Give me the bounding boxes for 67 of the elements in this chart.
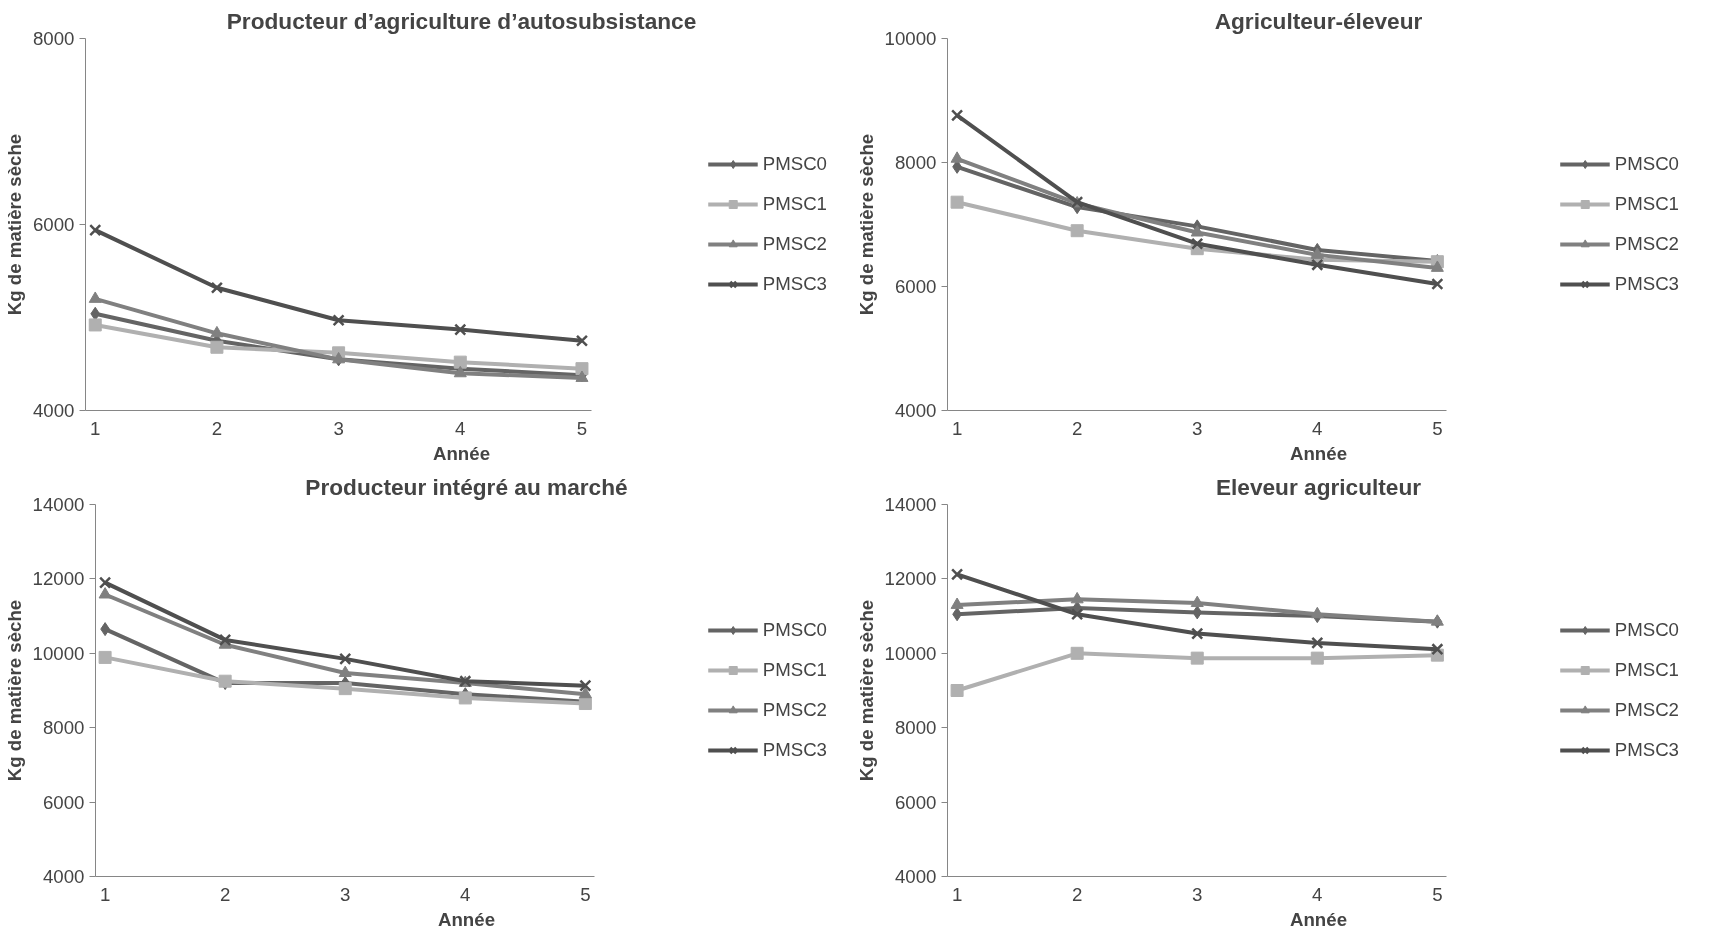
x-tick-label: 4	[455, 417, 466, 439]
legend-label: PMSC0	[762, 153, 827, 175]
legend-label: PMSC0	[1614, 619, 1679, 641]
y-tick-label: 8000	[43, 717, 85, 739]
legend-label: PMSC3	[1614, 273, 1679, 295]
x-tick-label: 1	[951, 883, 963, 905]
legend-label: PMSC1	[762, 659, 827, 681]
y-tick-label: 10000	[884, 28, 937, 49]
legend-label: PMSC2	[762, 233, 827, 255]
legend-label: PMSC0	[762, 619, 827, 641]
x-tick-label: 3	[333, 417, 344, 439]
legend-label: PMSC2	[762, 699, 827, 721]
legend-label: PMSC3	[762, 273, 827, 295]
y-tick-label: 6000	[43, 791, 85, 813]
legend-label: PMSC0	[1614, 153, 1679, 175]
y-tick-label: 4000	[33, 400, 75, 421]
y-tick-label: 6000	[895, 276, 937, 297]
x-tick-label: 5	[1432, 883, 1443, 905]
y-tick-label: 10000	[32, 642, 85, 664]
x-tick-label: 3	[340, 883, 351, 905]
x-tick-label: 1	[951, 417, 963, 439]
x-axis-title: Année	[1289, 442, 1348, 464]
y-tick-label: 6000	[895, 791, 937, 813]
x-tick-label: 2	[211, 417, 223, 439]
chart-title: Producteur d’agriculture d’autosubsistance	[226, 7, 697, 34]
x-tick-label: 3	[1192, 417, 1203, 439]
x-tick-label: 5	[576, 417, 588, 439]
legend-label: PMSC2	[1614, 699, 1679, 721]
chart-title: Agriculteur-éleveur	[1214, 7, 1423, 34]
legend-label: PMSC3	[762, 739, 827, 761]
y-tick-label: 10000	[884, 642, 937, 664]
x-tick-label: 1	[90, 417, 101, 439]
legend-label: PMSC2	[1614, 233, 1679, 255]
x-tick-label: 2	[1071, 417, 1083, 439]
legend-label: PMSC3	[1614, 739, 1679, 761]
y-tick-label: 4000	[895, 866, 937, 887]
y-tick-label: 14000	[32, 494, 85, 515]
x-axis-title: Année	[1289, 908, 1348, 930]
x-tick-label: 3	[1192, 883, 1203, 905]
x-tick-label: 4	[1312, 883, 1323, 905]
y-tick-label: 6000	[33, 214, 75, 235]
x-tick-label: 4	[460, 883, 471, 905]
x-tick-label: 5	[1432, 417, 1443, 439]
y-tick-label: 12000	[884, 568, 937, 590]
chart-title: Producteur intégré au marché	[305, 473, 628, 500]
legend-label: PMSC1	[1614, 193, 1679, 215]
y-axis-title: Kg de matière sèche	[855, 599, 877, 782]
y-tick-label: 4000	[43, 866, 85, 887]
y-axis-title: Kg de matière sèche	[855, 133, 877, 316]
x-tick-label: 1	[99, 883, 111, 905]
y-axis-title: Kg de matière sèche	[4, 133, 25, 316]
legend-label: PMSC1	[1614, 659, 1679, 681]
x-axis-title: Année	[437, 908, 496, 930]
legend-label: PMSC1	[762, 193, 827, 215]
x-tick-label: 2	[219, 883, 231, 905]
y-axis-title: Kg de matière sèche	[3, 599, 25, 782]
y-tick-label: 8000	[895, 717, 937, 739]
x-tick-label: 2	[1071, 883, 1083, 905]
y-tick-label: 8000	[895, 152, 937, 173]
y-tick-label: 4000	[895, 400, 937, 421]
y-tick-label: 14000	[884, 494, 937, 515]
x-tick-label: 4	[1312, 417, 1323, 439]
y-tick-label: 12000	[32, 568, 85, 590]
chart-title: Eleveur agriculteur	[1215, 473, 1422, 500]
x-axis-title: Année	[432, 442, 491, 464]
y-tick-label: 8000	[33, 28, 75, 49]
x-tick-label: 5	[580, 883, 591, 905]
